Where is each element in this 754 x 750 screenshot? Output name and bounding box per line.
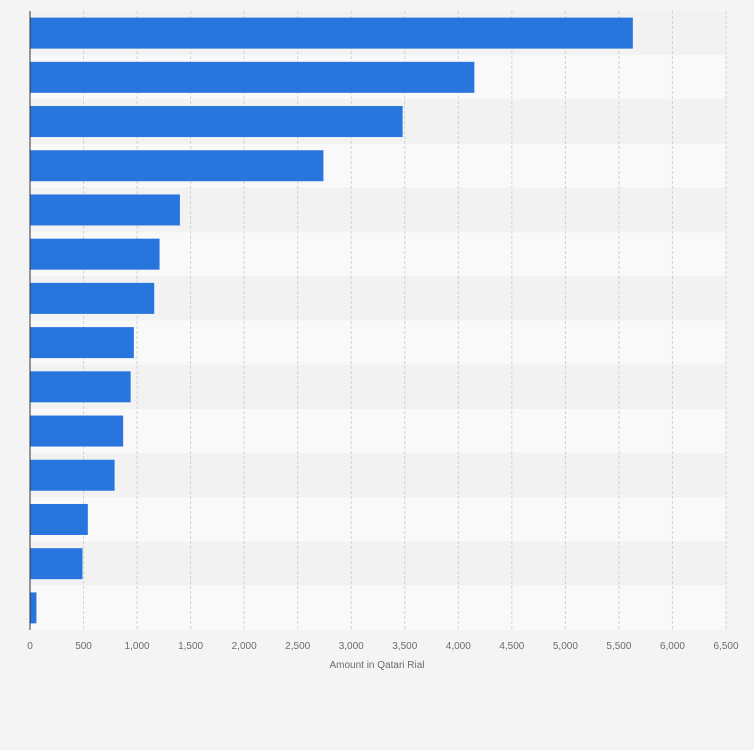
bar[interactable]: [30, 503, 88, 535]
x-axis-ticks: 0 500 1,000 1,500 2,000 2,500 3,000 3,500 4,000 4…: [27, 641, 739, 652]
x-tick-label: 0: [27, 641, 33, 652]
x-tick-label: 1,500: [178, 641, 203, 652]
x-tick-label: 4,000: [446, 641, 471, 652]
bar[interactable]: [30, 327, 134, 359]
row-band: [30, 320, 726, 365]
bar[interactable]: [30, 592, 37, 624]
bar[interactable]: [30, 548, 83, 580]
bar[interactable]: [30, 17, 633, 49]
x-tick-label: 2,000: [232, 641, 257, 652]
row-band: [30, 585, 726, 630]
bar[interactable]: [30, 415, 124, 447]
bar[interactable]: [30, 194, 180, 226]
row-band: [30, 453, 726, 498]
x-tick-label: 2,500: [285, 641, 310, 652]
row-bands: [30, 11, 726, 630]
row-band: [30, 497, 726, 542]
x-tick-label: 5,000: [553, 641, 578, 652]
x-tick-label: 3,500: [392, 641, 417, 652]
bar[interactable]: [30, 282, 155, 314]
bar[interactable]: [30, 371, 131, 403]
x-tick-label: 5,500: [606, 641, 631, 652]
x-tick-label: 4,500: [499, 641, 524, 652]
x-tick-label: 1,000: [125, 641, 150, 652]
bar[interactable]: [30, 459, 115, 491]
bar[interactable]: [30, 238, 160, 270]
x-tick-label: 3,000: [339, 641, 364, 652]
bars: [30, 17, 633, 624]
row-band: [30, 408, 726, 454]
bar[interactable]: [30, 61, 475, 93]
bar[interactable]: [30, 150, 324, 182]
row-band: [30, 541, 726, 586]
x-axis-title: Amount in Qatari Rial: [329, 660, 424, 671]
bar[interactable]: [30, 106, 403, 138]
x-tick-label: 6,000: [660, 641, 685, 652]
x-tick-label: 500: [75, 641, 92, 652]
x-tick-label: 6,500: [713, 641, 738, 652]
row-band: [30, 364, 726, 409]
